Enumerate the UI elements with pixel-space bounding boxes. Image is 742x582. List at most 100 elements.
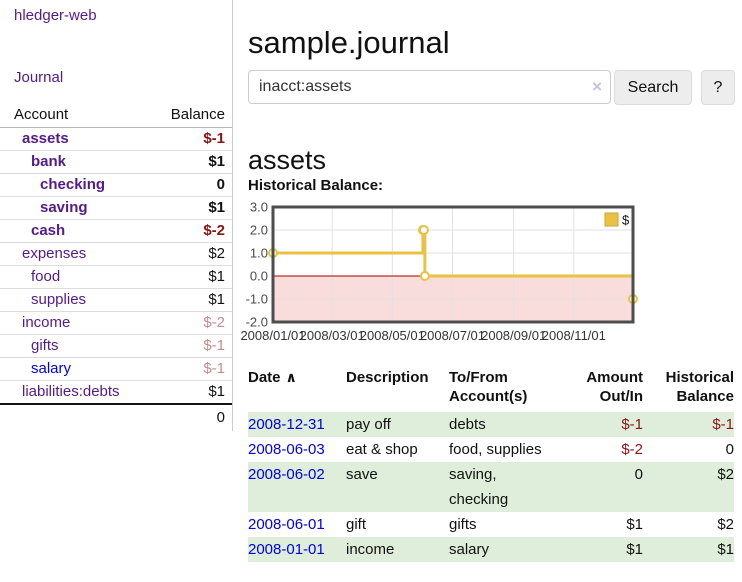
accounts-total: 0 [0, 403, 232, 429]
transaction-accounts: debts [449, 416, 486, 433]
transaction-row: 2008-12-31 pay off debts $-1 $-1 [248, 412, 734, 437]
svg-text:2008/05/01: 2008/05/01 [360, 328, 425, 343]
svg-text:2008/09/01: 2008/09/01 [481, 328, 546, 343]
svg-text:2008/03/01: 2008/03/01 [300, 328, 365, 343]
transaction-accounts: food, supplies [449, 441, 542, 458]
transaction-amount: $-1 [621, 416, 643, 433]
account-balance: $1 [208, 291, 225, 308]
transaction-description: gift [346, 516, 367, 533]
account-row: assets $-1 [0, 128, 232, 151]
svg-text:-1.0: -1.0 [246, 292, 268, 307]
transaction-amount: $1 [626, 516, 643, 533]
app-brand-link[interactable]: hledger-web [14, 7, 97, 24]
account-balance: $-1 [203, 337, 225, 354]
accounts-header: Account Balance [0, 103, 232, 128]
svg-text:-2.0: -2.0 [246, 315, 268, 330]
account-link[interactable]: cash [31, 222, 66, 239]
sidebar-divider [232, 0, 233, 431]
transaction-balance: $-1 [712, 416, 734, 433]
transaction-date-link[interactable]: 2008-12-31 [248, 416, 325, 433]
transaction-description: income [346, 541, 395, 558]
account-balance: $1 [208, 383, 225, 400]
account-link[interactable]: gifts [31, 337, 59, 354]
page-title: sample.journal [248, 24, 450, 60]
account-link[interactable]: income [22, 314, 71, 331]
search-button[interactable]: Search [614, 70, 692, 105]
account-balance: $1 [208, 268, 225, 285]
account-row: liabilities:debts $1 [0, 381, 232, 403]
account-row: checking 0 [0, 174, 232, 197]
transaction-date-link[interactable]: 2008-06-02 [248, 466, 325, 483]
account-balance: 0 [216, 176, 225, 193]
account-link[interactable]: saving [40, 199, 88, 216]
transaction-accounts: gifts [449, 516, 477, 533]
account-balance: $1 [208, 199, 225, 216]
transaction-balance: $1 [717, 541, 734, 558]
account-row: saving $1 [0, 197, 232, 220]
register-col-historical: Historical Balance [665, 369, 734, 405]
sidebar-item-journal[interactable]: Journal [14, 69, 64, 86]
account-link[interactable]: expenses [22, 245, 87, 262]
register-col-to/from: To/From Account(s) [449, 369, 528, 405]
transaction-description: save [346, 466, 378, 483]
svg-text:2008/07/01: 2008/07/01 [420, 328, 485, 343]
account-balance: $-2 [203, 314, 225, 331]
register-col-amount: Amount Out/In [586, 369, 643, 405]
register-heading: assets [248, 145, 327, 176]
account-balance: $-1 [203, 360, 225, 377]
account-link[interactable]: assets [22, 130, 69, 147]
account-link[interactable]: salary [31, 360, 72, 377]
transaction-date-link[interactable]: 2008-01-01 [248, 541, 325, 558]
transaction-balance: $2 [717, 516, 734, 533]
transaction-row: 2008-06-02 save saving, checking 0 $2 [248, 462, 734, 512]
account-link[interactable]: liabilities:debts [22, 383, 120, 400]
account-row: income $-2 [0, 312, 232, 335]
transaction-amount: $-2 [621, 441, 643, 458]
svg-text:$: $ [622, 213, 630, 228]
account-row: expenses $2 [0, 243, 232, 266]
svg-text:2.0: 2.0 [250, 223, 268, 238]
search-bar: × Search ? [248, 70, 735, 105]
register-col-date[interactable]: Date ∧ [248, 369, 297, 386]
svg-text:2008/11/01: 2008/11/01 [542, 328, 606, 343]
account-row: cash $-2 [0, 220, 232, 243]
clear-search-icon[interactable]: × [592, 77, 602, 96]
transaction-amount: $1 [626, 541, 643, 558]
transaction-date-link[interactable]: 2008-06-03 [248, 441, 325, 458]
transaction-description: eat & shop [346, 441, 418, 458]
help-button[interactable]: ? [701, 70, 735, 105]
sort-asc-icon: ∧ [285, 369, 297, 385]
account-link[interactable]: bank [31, 153, 67, 170]
search-input[interactable] [248, 70, 611, 104]
account-link[interactable]: supplies [31, 291, 87, 308]
account-balance: $-2 [203, 222, 225, 239]
transaction-amount: 0 [634, 466, 643, 483]
search-input-wrap: × [248, 70, 611, 104]
svg-text:1.0: 1.0 [250, 246, 268, 261]
svg-text:3.0: 3.0 [250, 200, 268, 215]
accounts-col-account: Account [14, 106, 69, 123]
transaction-balance: $2 [717, 466, 734, 483]
transaction-balance: 0 [725, 441, 734, 458]
transaction-row: 2008-01-01 income salary $1 $1 [248, 537, 734, 562]
chart-label: Historical Balance: [248, 177, 384, 194]
account-link[interactable]: checking [40, 176, 106, 193]
register-col-description: Description [346, 369, 429, 386]
account-balance: $1 [208, 153, 225, 170]
account-row: gifts $-1 [0, 335, 232, 358]
account-link[interactable]: food [31, 268, 61, 285]
transaction-accounts: saving, checking [449, 466, 509, 508]
svg-text:0.0: 0.0 [250, 269, 268, 284]
svg-text:2008/01/01: 2008/01/01 [240, 328, 305, 343]
historical-balance-chart: 3.0 2.0 1.0 0.0 -1.0 -2.02008/01/012008/03/01… [240, 200, 638, 343]
account-balance: $2 [208, 245, 225, 262]
transaction-row: 2008-06-03 eat & shop food, supplies $-2 0 [248, 437, 734, 462]
accounts-panel: Account Balance assets $-1 bank $1 checking 0… [0, 103, 232, 429]
transaction-row: 2008-06-01 gift gifts $1 $2 [248, 512, 734, 537]
transaction-description: pay off [346, 416, 391, 433]
account-row: food $1 [0, 266, 232, 289]
transaction-date-link[interactable]: 2008-06-01 [248, 516, 325, 533]
accounts-col-balance: Balance [170, 106, 225, 123]
transaction-accounts: salary [449, 541, 490, 558]
account-row: salary $-1 [0, 358, 232, 381]
